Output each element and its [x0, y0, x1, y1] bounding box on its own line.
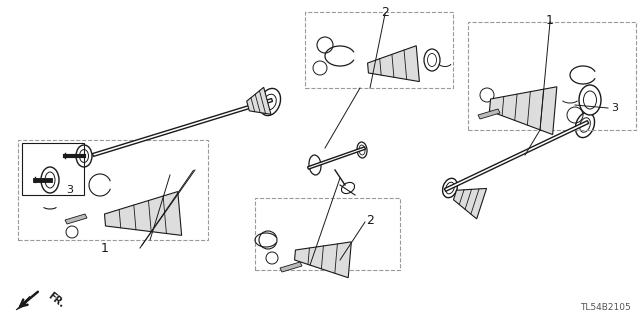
Ellipse shape — [443, 178, 458, 198]
Text: 3: 3 — [67, 185, 74, 195]
Polygon shape — [280, 262, 302, 272]
Polygon shape — [454, 189, 486, 219]
Polygon shape — [490, 87, 557, 135]
Text: 2: 2 — [366, 213, 374, 226]
Bar — [18, 140, 208, 240]
Polygon shape — [478, 109, 500, 119]
Polygon shape — [246, 87, 271, 114]
Polygon shape — [65, 214, 87, 224]
Polygon shape — [367, 46, 419, 82]
Polygon shape — [93, 99, 273, 156]
Bar — [22, 143, 84, 195]
Ellipse shape — [259, 88, 280, 115]
Polygon shape — [104, 191, 182, 235]
Polygon shape — [294, 242, 351, 278]
Ellipse shape — [357, 142, 367, 158]
Bar — [468, 22, 636, 130]
Text: 2: 2 — [381, 5, 389, 19]
Ellipse shape — [342, 182, 355, 194]
Ellipse shape — [41, 167, 59, 193]
Polygon shape — [308, 147, 365, 169]
Polygon shape — [444, 121, 589, 191]
Text: TL54B2105: TL54B2105 — [580, 303, 630, 313]
Polygon shape — [16, 296, 30, 310]
Bar — [255, 198, 400, 270]
Ellipse shape — [76, 145, 92, 167]
Text: FR.: FR. — [46, 291, 67, 309]
Text: 1: 1 — [546, 13, 554, 26]
Bar — [305, 12, 453, 88]
Ellipse shape — [575, 112, 595, 137]
Text: 3: 3 — [611, 103, 618, 113]
Ellipse shape — [424, 49, 440, 71]
Ellipse shape — [579, 85, 601, 115]
Text: 1: 1 — [101, 241, 109, 255]
Ellipse shape — [309, 155, 321, 175]
